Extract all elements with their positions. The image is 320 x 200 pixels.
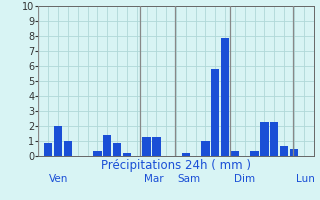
Bar [260, 121, 268, 156]
Bar [201, 141, 210, 156]
Text: Lun: Lun [296, 174, 315, 184]
Bar [142, 137, 151, 156]
Bar [251, 151, 259, 156]
Bar [64, 141, 72, 156]
Bar [44, 142, 52, 156]
Bar [54, 126, 62, 156]
Text: Sam: Sam [177, 174, 201, 184]
Bar [93, 151, 101, 156]
Bar [103, 135, 111, 156]
Bar [270, 121, 278, 156]
Text: Ven: Ven [49, 174, 69, 184]
X-axis label: Précipitations 24h ( mm ): Précipitations 24h ( mm ) [101, 159, 251, 172]
Bar [152, 137, 161, 156]
Bar [113, 142, 121, 156]
Bar [221, 38, 229, 156]
Bar [231, 151, 239, 156]
Text: Mar: Mar [144, 174, 164, 184]
Bar [182, 153, 190, 156]
Text: Dim: Dim [234, 174, 255, 184]
Bar [123, 153, 131, 156]
Bar [280, 146, 288, 156]
Bar [290, 148, 298, 156]
Bar [211, 69, 220, 156]
